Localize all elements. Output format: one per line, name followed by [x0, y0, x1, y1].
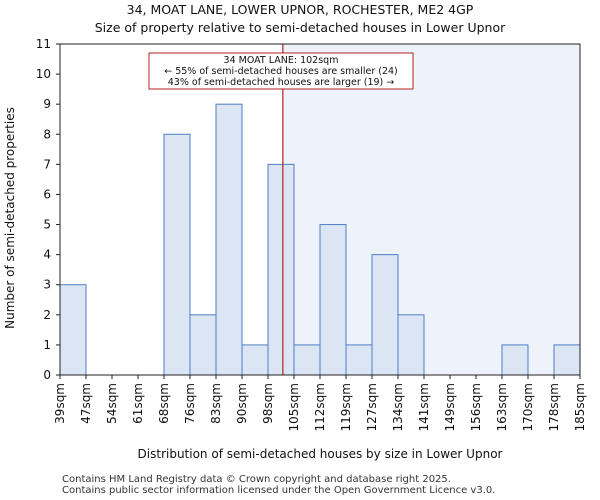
y-tick-label: 1	[43, 338, 51, 352]
x-tick-label: 156sqm	[469, 383, 483, 431]
x-tick-label: 54sqm	[105, 383, 119, 424]
x-tick-label: 178sqm	[547, 383, 561, 431]
x-tick-label: 83sqm	[209, 383, 223, 424]
histogram-bar	[319, 224, 347, 376]
y-tick-label: 10	[36, 67, 51, 81]
x-tick-label: 170sqm	[521, 383, 535, 431]
y-tick-label: 3	[43, 278, 51, 292]
x-tick-label: 163sqm	[495, 383, 509, 431]
chart-title: 34, MOAT LANE, LOWER UPNOR, ROCHESTER, M…	[126, 2, 474, 17]
annotation-line-1: 34 MOAT LANE: 102sqm	[224, 55, 339, 66]
histogram-bar	[501, 344, 529, 376]
x-tick-label: 68sqm	[157, 383, 171, 424]
x-axis-label: Distribution of semi-detached houses by …	[138, 447, 503, 461]
histogram-bar	[371, 254, 399, 376]
x-tick-label: 185sqm	[573, 383, 587, 431]
y-tick-label: 9	[43, 97, 51, 111]
x-tick-label: 39sqm	[53, 383, 67, 424]
y-tick-label: 6	[43, 187, 51, 201]
footer-line-2: Contains public sector information licen…	[62, 485, 496, 496]
histogram-bar	[215, 103, 243, 376]
annotation-box	[148, 52, 414, 90]
x-tick-label: 134sqm	[391, 383, 405, 431]
y-tick-label: 11	[36, 37, 51, 51]
histogram-bar	[345, 344, 373, 376]
histogram-bar	[59, 284, 87, 376]
histogram-bar	[189, 314, 217, 376]
x-tick-label: 98sqm	[261, 383, 275, 424]
y-tick-label: 7	[43, 157, 51, 171]
y-tick-label: 4	[43, 248, 51, 262]
x-tick-label: 149sqm	[443, 383, 457, 431]
histogram-bar	[397, 314, 425, 376]
chart-subtitle: Size of property relative to semi-detach…	[94, 20, 506, 35]
x-tick-label: 141sqm	[417, 383, 431, 431]
histogram-bar	[241, 344, 269, 376]
histogram-bar	[293, 344, 321, 376]
x-tick-label: 119sqm	[339, 383, 353, 431]
x-tick-label: 61sqm	[131, 383, 145, 424]
x-tick-label: 105sqm	[287, 383, 301, 431]
x-tick-label: 127sqm	[365, 383, 379, 431]
histogram-bar	[163, 133, 191, 376]
x-tick-label: 47sqm	[79, 383, 93, 424]
x-tick-label: 112sqm	[313, 383, 327, 431]
annotation-line-3: 43% of semi-detached houses are larger (…	[168, 77, 395, 88]
histogram-bar	[553, 344, 581, 376]
footer-line-1: Contains HM Land Registry data © Crown c…	[62, 474, 451, 485]
histogram-bar	[267, 163, 295, 376]
y-tick-label: 0	[43, 368, 51, 382]
y-axis-label: Number of semi-detached properties	[3, 107, 17, 329]
x-tick-label: 90sqm	[235, 383, 249, 424]
y-tick-label: 2	[43, 308, 51, 322]
annotation-line-2: ← 55% of semi-detached houses are smalle…	[164, 66, 398, 77]
y-tick-label: 8	[43, 127, 51, 141]
x-tick-label: 76sqm	[183, 383, 197, 424]
y-tick-label: 5	[43, 218, 51, 232]
